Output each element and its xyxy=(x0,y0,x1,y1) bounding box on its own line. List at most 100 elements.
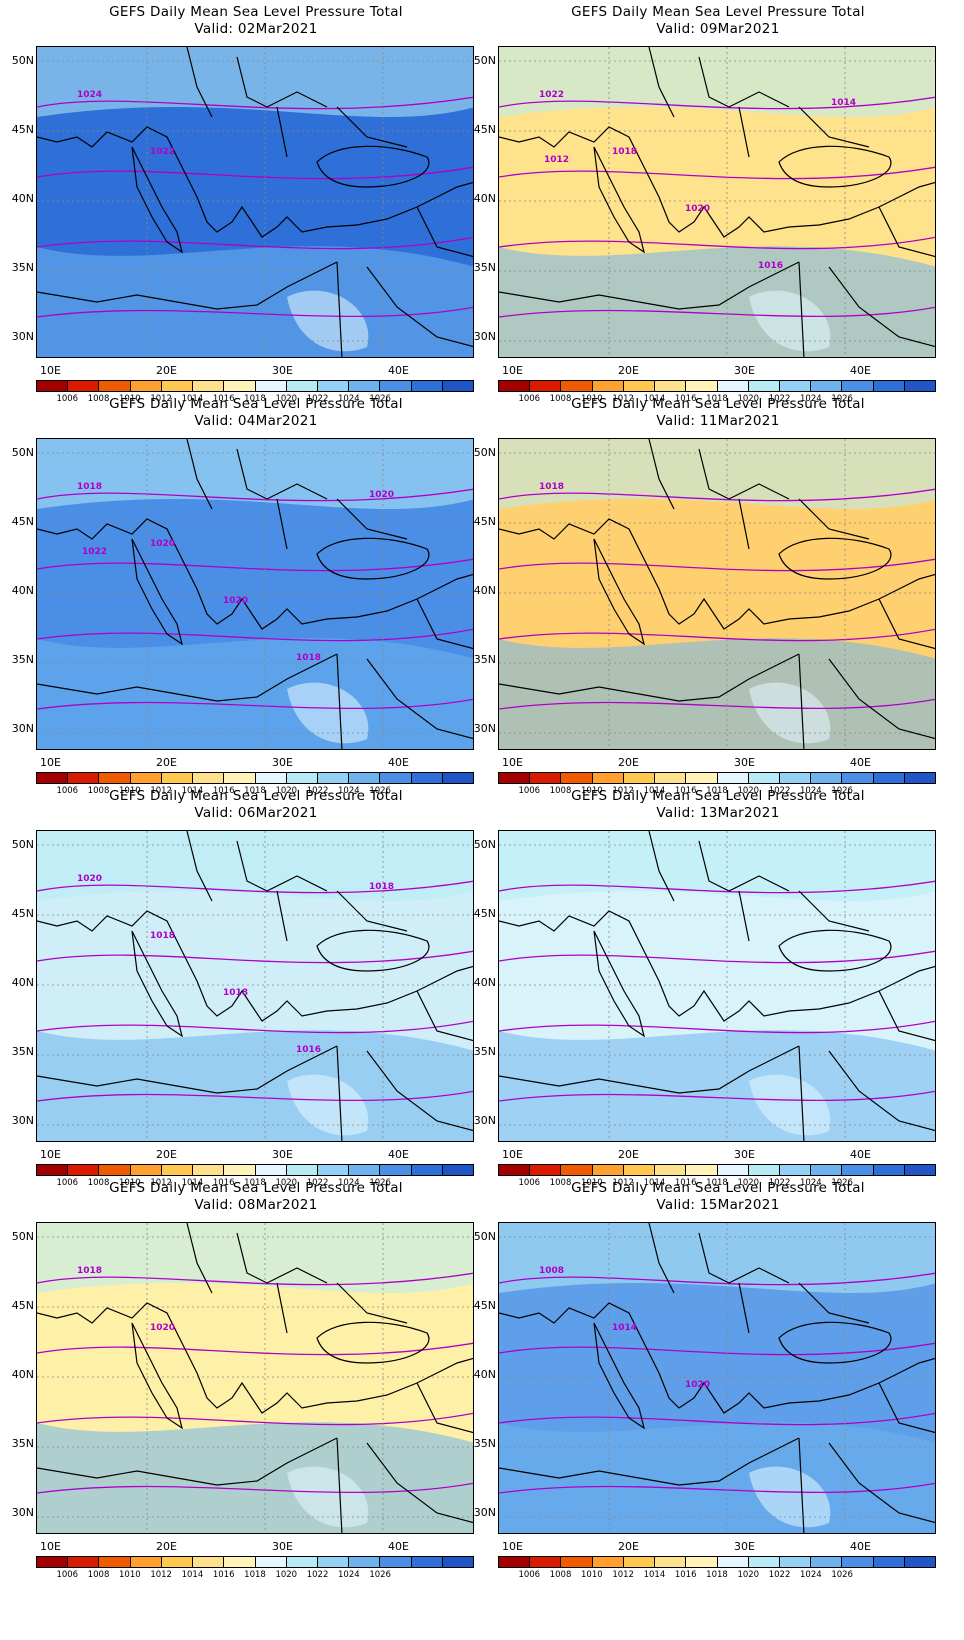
colorbar-swatch xyxy=(161,381,194,391)
latitude-tick-label: 40N xyxy=(473,584,496,597)
colorbar-tick-label: 1010 xyxy=(581,786,603,796)
colorbar-tick-label: 1020 xyxy=(737,1570,760,1580)
colorbar-tick-label: 1012 xyxy=(612,1178,634,1188)
coastline-border xyxy=(37,1302,473,1414)
isobar-line xyxy=(37,1090,473,1102)
colorbar-tick-label: 1024 xyxy=(800,1570,822,1580)
pressure-map: 1018 1020 1020 1018 1020 1022 xyxy=(36,438,474,750)
latitude-tick-label: 30N xyxy=(473,1506,496,1519)
latitude-tick-label: 35N xyxy=(473,261,496,274)
isobar-label: 1020 xyxy=(685,204,710,214)
map-panel: GEFS Daily Mean Sea Level Pressure Total… xyxy=(462,784,944,1194)
colorbar-labels: 1006 1008 1010 1012 1014 1016 1018 1020 1022 1024… xyxy=(498,1570,936,1582)
longitude-tick-label: 30E xyxy=(734,364,755,377)
colorbar-swatch xyxy=(255,773,287,783)
colorbar-swatch xyxy=(904,381,936,391)
colorbar-tick-label: 1026 xyxy=(831,1178,853,1188)
pressure-band xyxy=(749,1466,831,1528)
colorbar-tick-label: 1010 xyxy=(119,394,141,404)
panel-title-text: GEFS Daily Mean Sea Level Pressure Total xyxy=(109,1180,403,1196)
colorbar-swatch xyxy=(161,773,194,783)
coastline-border xyxy=(593,930,645,1038)
longitude-tick-label: 40E xyxy=(850,1148,871,1161)
latitude-tick-label: 40N xyxy=(11,1368,34,1381)
isobar-label: 1018 xyxy=(77,482,102,492)
latitude-tick-label: 50N xyxy=(473,54,496,67)
isobar-line xyxy=(37,1020,473,1034)
colorbar-swatch xyxy=(530,1165,562,1175)
colorbar-tick-label: 1022 xyxy=(306,786,329,796)
colorbar-swatch xyxy=(68,1557,100,1567)
panel-title: GEFS Daily Mean Sea Level Pressure Total… xyxy=(36,788,476,822)
coastline-border xyxy=(131,146,183,254)
panel-title: GEFS Daily Mean Sea Level Pressure Total… xyxy=(498,396,938,430)
colorbar-tick-label: 1022 xyxy=(768,1178,791,1188)
longitude-tick-label: 40E xyxy=(850,1540,871,1553)
colorbar-swatch xyxy=(349,381,381,391)
map-canvas xyxy=(499,831,935,1141)
colorbar-swatch xyxy=(717,773,749,783)
colorbar-tick-label: 1024 xyxy=(338,1178,360,1188)
colorbar-tick-label: 1012 xyxy=(150,394,172,404)
colorbar-swatch xyxy=(530,1557,562,1567)
coastline-border xyxy=(316,537,430,580)
isobar-line xyxy=(37,558,473,572)
isobar-line xyxy=(499,96,935,110)
colorbar-swatch xyxy=(37,381,69,391)
pressure-band xyxy=(749,682,831,744)
pressure-band xyxy=(749,290,831,352)
pressure-band xyxy=(499,1223,935,1293)
isobar-line xyxy=(37,950,473,964)
colorbar-swatch xyxy=(442,1165,474,1175)
longitude-tick-label: 30E xyxy=(272,1540,293,1553)
coastline-border xyxy=(186,47,473,357)
pressure-band xyxy=(499,47,935,117)
colorbar-swatch xyxy=(717,1165,749,1175)
colorbar-swatch xyxy=(873,1557,905,1567)
coastline-border xyxy=(648,1223,935,1533)
colorbar-swatch xyxy=(873,381,905,391)
colorbar-tick-label: 1020 xyxy=(275,786,298,796)
longitude-tick-label: 20E xyxy=(156,1148,177,1161)
panel-valid-date: Valid: 02Mar2021 xyxy=(194,21,318,37)
colorbar-tick-label: 1018 xyxy=(706,1570,728,1580)
colorbar-swatch xyxy=(499,1165,531,1175)
colorbar-swatch xyxy=(99,381,131,391)
map-panel: GEFS Daily Mean Sea Level Pressure Total… xyxy=(0,1176,482,1586)
colorbar-tick-label: 1022 xyxy=(768,394,791,404)
colorbar-swatch xyxy=(842,773,874,783)
colorbar xyxy=(498,1164,936,1176)
latitude-tick-label: 45N xyxy=(473,123,496,136)
isobar-label: 1020 xyxy=(150,1323,175,1333)
colorbar-tick-label: 1010 xyxy=(581,1178,603,1188)
pressure-band xyxy=(37,831,473,901)
colorbar-tick-label: 1014 xyxy=(643,394,666,404)
colorbar-swatch xyxy=(411,381,443,391)
colorbar-tick-label: 1022 xyxy=(306,394,329,404)
colorbar-tick-label: 1022 xyxy=(768,1570,791,1580)
pressure-map xyxy=(498,830,936,1142)
panel-title-text: GEFS Daily Mean Sea Level Pressure Total xyxy=(109,4,403,20)
colorbar-tick-label: 1026 xyxy=(369,1178,391,1188)
isobar-line xyxy=(499,1412,935,1426)
longitude-tick-label: 40E xyxy=(388,1540,409,1553)
longitude-tick-label: 30E xyxy=(734,756,755,769)
colorbar-swatch xyxy=(748,773,780,783)
coastline-border xyxy=(778,145,892,188)
colorbar-tick-label: 1024 xyxy=(800,1178,822,1188)
colorbar-tick-label: 1024 xyxy=(338,1570,360,1580)
colorbar-tick-label: 1008 xyxy=(87,1178,110,1188)
colorbar-swatch xyxy=(904,1557,936,1567)
colorbar-tick-label: 1024 xyxy=(800,786,822,796)
isobar-label: 1018 xyxy=(369,882,394,892)
colorbar-swatch xyxy=(686,1557,718,1567)
latitude-tick-label: 40N xyxy=(11,584,34,597)
map-panel: GEFS Daily Mean Sea Level Pressure Total… xyxy=(0,784,482,1194)
colorbar-swatch xyxy=(655,773,687,783)
isobar-line xyxy=(499,1342,935,1356)
latitude-tick-label: 35N xyxy=(11,1437,34,1450)
colorbar-swatch xyxy=(317,773,350,783)
colorbar-swatch xyxy=(904,773,936,783)
colorbar xyxy=(36,1164,474,1176)
colorbar-tick-label: 1016 xyxy=(674,394,697,404)
